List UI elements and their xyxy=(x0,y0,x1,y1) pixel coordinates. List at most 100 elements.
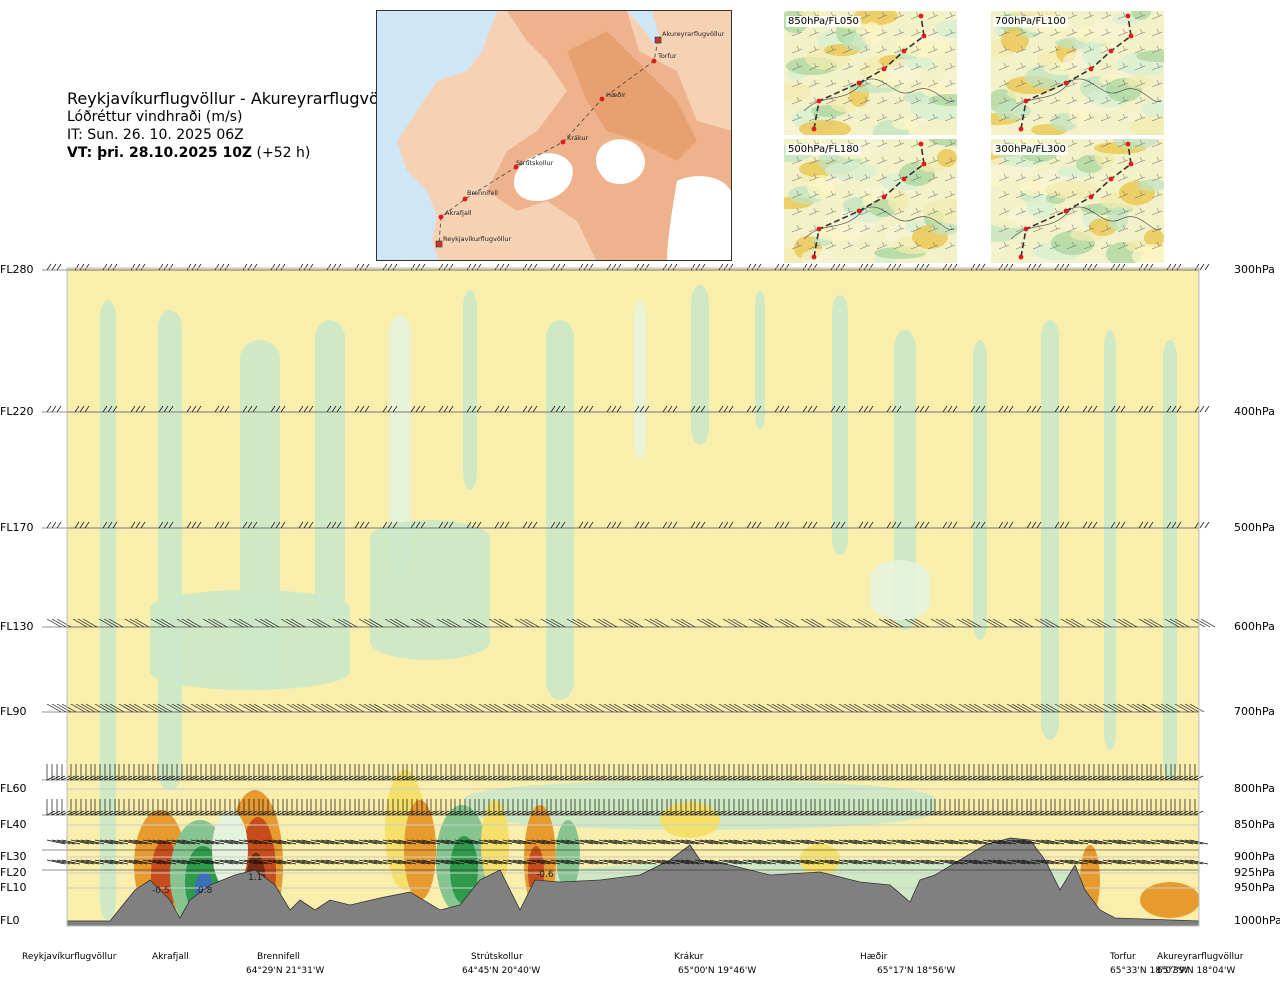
wind-barb xyxy=(790,703,821,713)
wind-barb xyxy=(1006,703,1037,713)
panel-wind-barb xyxy=(1083,139,1095,148)
wind-barb xyxy=(662,263,678,271)
wind-barb xyxy=(454,859,489,865)
panel-waypoint-marker xyxy=(1063,208,1069,214)
wind-barb xyxy=(118,859,153,865)
wind-barb xyxy=(186,405,202,413)
wind-barb xyxy=(566,618,592,628)
wind-barb xyxy=(634,405,650,413)
wind-barb xyxy=(74,405,90,413)
panel-wind-barb xyxy=(1134,139,1146,148)
wind-barb xyxy=(1030,764,1060,781)
panel-wind-barb xyxy=(1151,207,1163,216)
wind-barb xyxy=(838,799,868,816)
wind-barb xyxy=(790,764,820,781)
panel-wind-barb xyxy=(808,190,820,199)
wind-barb xyxy=(310,839,345,845)
wind-barb xyxy=(1078,859,1113,865)
wind-barb xyxy=(118,703,149,713)
panel-wind-barb xyxy=(1134,156,1146,165)
wind-barb xyxy=(970,521,986,529)
fill-band xyxy=(158,310,182,790)
panel-wind-barb xyxy=(893,207,905,216)
wind-barb xyxy=(142,703,173,713)
wind-barb xyxy=(722,618,748,628)
map-waypoint-marker xyxy=(560,139,566,145)
panel-wind-barb xyxy=(1134,113,1146,122)
location-coord: 65°33'N 18°07'W xyxy=(1110,966,1189,976)
panel-wind-barb xyxy=(893,139,905,148)
wind-barb xyxy=(238,703,269,713)
wind-barb xyxy=(190,799,220,816)
panel-wind-barb xyxy=(825,224,837,233)
wind-barb xyxy=(718,764,748,781)
panel-wind-barb xyxy=(1032,190,1044,199)
wind-barb xyxy=(262,859,297,865)
value-annotation: -0.6 xyxy=(536,870,554,880)
panel-wind-barb xyxy=(1066,207,1078,216)
wind-barb xyxy=(94,839,129,845)
panel-wind-barb xyxy=(791,96,803,105)
location-coord: 64°29'N 21°31'W xyxy=(246,966,325,976)
level-label-right: 300hPa xyxy=(1234,263,1275,276)
panel-wind-barb xyxy=(876,11,888,20)
fill-band xyxy=(894,330,916,630)
wind-barb xyxy=(130,263,146,271)
wind-barb xyxy=(970,263,986,271)
wind-barb xyxy=(102,521,118,529)
wind-barb xyxy=(334,839,369,845)
panel-wind-barb xyxy=(910,207,922,216)
wind-barb xyxy=(454,703,485,713)
map-waypoint-label: Akrafjall xyxy=(445,209,472,217)
wind-barb xyxy=(1150,799,1180,816)
wind-barb xyxy=(228,618,254,628)
wind-barb xyxy=(130,521,146,529)
wind-barb xyxy=(550,521,566,529)
map-waypoint-label: Reykjavíkurflugvöllur xyxy=(443,235,512,243)
wind-barb xyxy=(748,618,774,628)
wind-barb xyxy=(70,703,101,713)
map-route: Akureyrarflugvöllur Torfur Hæðir Krákur Strú… xyxy=(435,30,725,248)
panel-wind-barb xyxy=(893,62,905,71)
wind-barb xyxy=(814,839,849,845)
panel-fill-patch xyxy=(1131,11,1151,20)
map-glacier-2 xyxy=(595,139,645,185)
panel-wind-barb xyxy=(1049,79,1061,88)
wind-barb xyxy=(334,799,364,816)
panel-waypoint-marker xyxy=(881,66,887,72)
panel-wind-barb xyxy=(927,173,939,182)
wind-barb xyxy=(1078,839,1113,845)
panel-wind-barb xyxy=(1032,113,1044,122)
panel-wind-barb xyxy=(842,96,854,105)
panel-fill-patch xyxy=(1132,244,1164,263)
wind-barb xyxy=(158,405,174,413)
wind-barb xyxy=(802,263,818,271)
panel-wind-barb xyxy=(1015,207,1027,216)
wind-barb xyxy=(186,521,202,529)
fill-band xyxy=(634,300,646,460)
wind-barb xyxy=(802,405,818,413)
wind-barb xyxy=(1060,618,1086,628)
level-label-left: FL40 xyxy=(0,818,27,831)
wind-barb xyxy=(488,618,514,628)
wind-fill xyxy=(67,268,1199,926)
wind-barb xyxy=(1102,839,1137,845)
panel-wind-barb xyxy=(842,28,854,37)
panel-wind-barb xyxy=(1100,62,1112,71)
panel-waypoint-marker xyxy=(816,226,822,232)
wind-barb xyxy=(98,618,124,628)
panel-wind-barb xyxy=(1032,79,1044,88)
panel-wind-barb xyxy=(927,96,939,105)
panel-wind-barb xyxy=(1117,241,1129,250)
wind-barb xyxy=(466,405,482,413)
panel-850: 850hPa/FL050 xyxy=(784,11,957,135)
fill-cell xyxy=(481,800,509,890)
wind-barb xyxy=(1078,799,1108,816)
panel-wind-barb xyxy=(893,28,905,37)
wind-barb xyxy=(982,799,1012,816)
panel-wind-barb xyxy=(825,207,837,216)
panel-850-label: 850hPa/FL050 xyxy=(786,16,861,27)
panel-wind-barb xyxy=(791,224,803,233)
panel-wind-barb xyxy=(1049,190,1061,199)
wind-barb xyxy=(670,703,701,713)
